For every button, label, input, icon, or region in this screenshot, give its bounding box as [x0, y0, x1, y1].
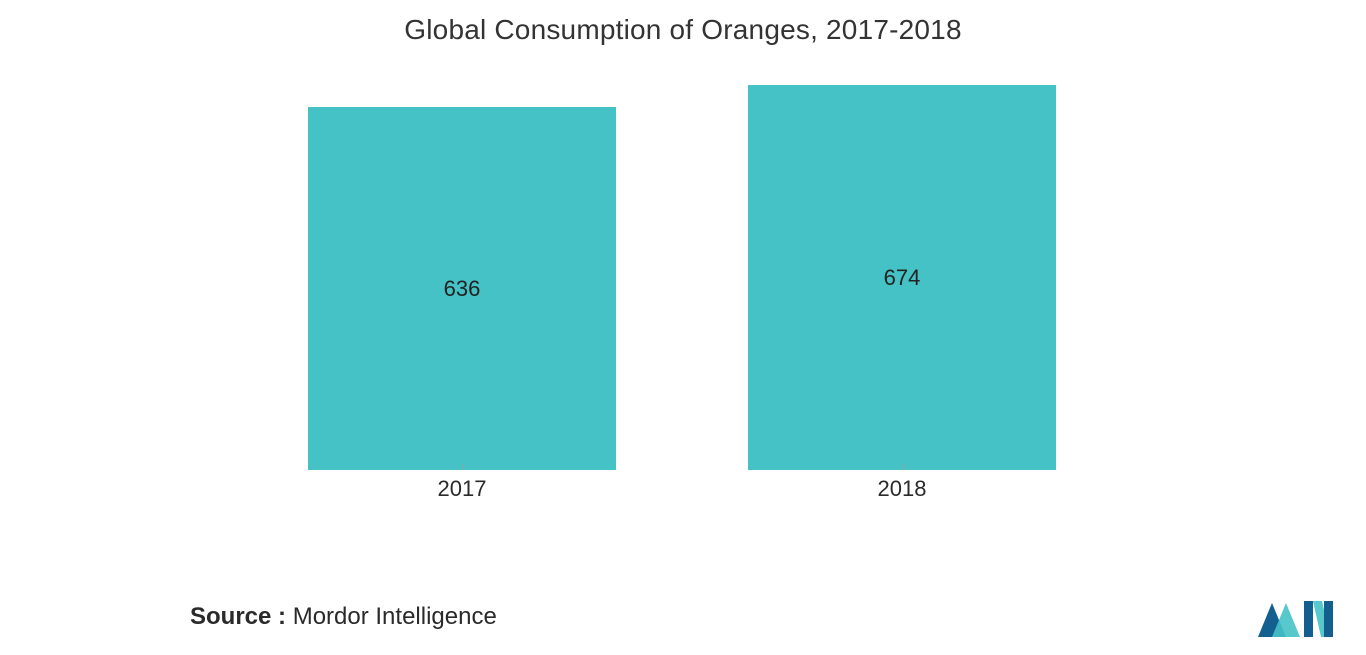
chart-container: Global Consumption of Oranges, 2017-2018… — [0, 0, 1366, 655]
plot-area: 636 674 2017 2018 — [0, 70, 1366, 500]
x-axis-label: 2018 — [878, 476, 927, 502]
source-label: Source : — [190, 603, 286, 630]
bar: 674 — [748, 85, 1056, 470]
bar-value-label: 636 — [444, 276, 481, 302]
bars-layer: 636 674 — [0, 70, 1366, 470]
bar-value-label: 674 — [884, 265, 921, 291]
x-axis-labels: 2017 2018 — [0, 470, 1366, 500]
logo-shape — [1304, 601, 1313, 637]
source-value: Mordor Intelligence — [286, 603, 497, 630]
logo-shape — [1324, 601, 1333, 637]
x-axis-label: 2017 — [438, 476, 487, 502]
chart-title: Global Consumption of Oranges, 2017-2018 — [0, 0, 1366, 46]
mordor-logo-icon — [1258, 593, 1336, 637]
bar: 636 — [308, 107, 616, 470]
source-line: Source : Mordor Intelligence — [190, 603, 497, 631]
